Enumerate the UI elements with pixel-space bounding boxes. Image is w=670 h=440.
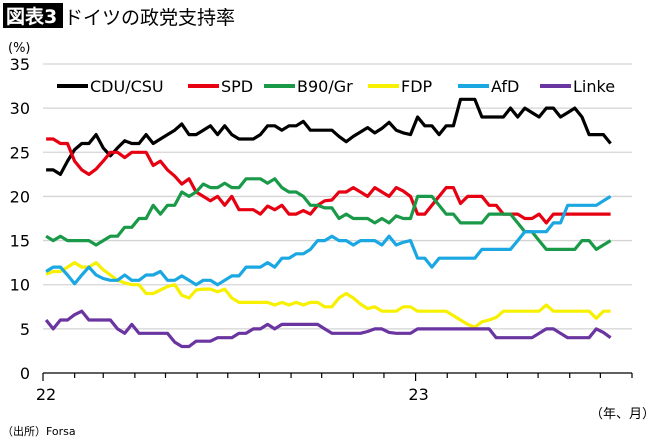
x-axis-unit: （年、月）: [590, 407, 655, 422]
y-tick-label: 5: [20, 320, 30, 339]
legend-label: SPD: [221, 77, 253, 96]
series-line-fdp: [45, 261, 611, 329]
legend-item: B90/Gr: [264, 77, 353, 96]
legend-item: FDP: [368, 77, 433, 96]
series-line-cdu-csu: [46, 97, 612, 176]
y-tick-labels: 0 5 10 15 20 25 30 35: [10, 55, 30, 383]
legend-label: B90/Gr: [297, 77, 353, 96]
y-tick-label: 15: [10, 232, 30, 251]
y-axis-unit: (%): [8, 41, 31, 56]
y-tick-label: 20: [10, 187, 30, 206]
series-line-afd: [45, 195, 612, 287]
y-tick-label: 0: [20, 364, 30, 383]
legend-item: CDU/CSU: [57, 77, 164, 96]
gridlines: [43, 63, 632, 330]
series-line-linke: [44, 309, 612, 349]
chart-title: ドイツの政党支持率: [64, 7, 235, 29]
legend: CDU/CSU SPD B90/Gr FDP AfD Linke: [57, 77, 615, 96]
series-line-b90-gr: [45, 177, 612, 251]
legend-label: FDP: [401, 77, 433, 96]
y-tick-label: 35: [10, 55, 30, 74]
y-tick-label: 30: [10, 99, 30, 118]
x-tick-label: 23: [408, 385, 428, 404]
legend-item: Linke: [540, 77, 615, 96]
legend-label: Linke: [573, 77, 615, 96]
series-line-spd: [46, 137, 611, 225]
title-badge-bg: [3, 3, 63, 28]
series-lines: [44, 97, 612, 349]
source-note: （出所）Forsa: [2, 424, 76, 438]
y-tick-label: 10: [10, 276, 30, 295]
y-tick-label: 25: [10, 143, 30, 162]
x-ticks: 22 23: [36, 373, 633, 404]
legend-label: AfD: [491, 77, 519, 96]
x-tick-label: 22: [36, 385, 56, 404]
title-badge: 図表3: [6, 5, 57, 28]
legend-label: CDU/CSU: [90, 77, 164, 96]
legend-item: AfD: [458, 77, 519, 96]
legend-item: SPD: [188, 77, 253, 96]
